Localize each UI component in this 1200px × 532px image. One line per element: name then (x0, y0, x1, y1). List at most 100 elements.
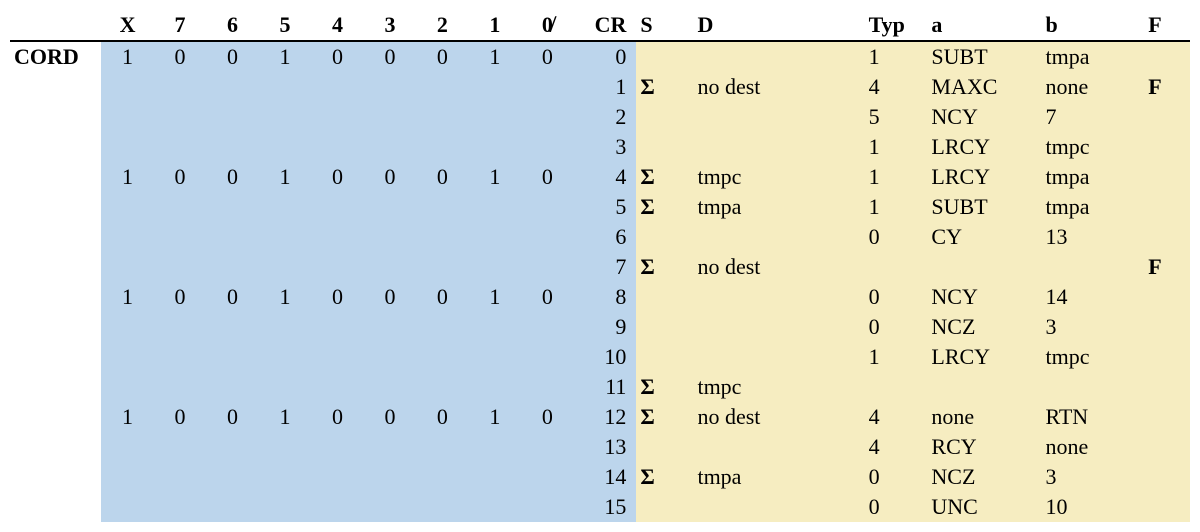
cell-b4: 0 (311, 402, 363, 432)
cell-b: tmpc (1042, 132, 1145, 162)
cell-b6 (206, 252, 258, 282)
cell-a: NCY (927, 282, 1041, 312)
cell-F (1144, 41, 1190, 72)
cell-CR: 11 (574, 372, 637, 402)
row-label (10, 102, 101, 132)
cell-b: none (1042, 72, 1145, 102)
row-label (10, 162, 101, 192)
cell-CR: 9 (574, 312, 637, 342)
cell-b2 (416, 312, 468, 342)
col-Typ: Typ (865, 10, 928, 41)
col-5: 5 (259, 10, 311, 41)
cell-b4 (311, 102, 363, 132)
cell-S (636, 342, 693, 372)
cell-b2: 0 (416, 282, 468, 312)
cell-b1 (469, 132, 521, 162)
row-label: CORD (10, 41, 101, 72)
cell-b6: 0 (206, 162, 258, 192)
cell-b0: 0 (521, 162, 573, 192)
cell-X (101, 72, 153, 102)
cell-S: Σ (636, 192, 693, 222)
cell-b3 (364, 492, 416, 522)
cell-Typ: 0 (865, 282, 928, 312)
cell-X: 1 (101, 282, 153, 312)
cell-b3 (364, 312, 416, 342)
cell-b7 (154, 72, 206, 102)
table-row: 10010001012Σno dest4noneRTN (10, 402, 1190, 432)
cell-S (636, 432, 693, 462)
cell-S (636, 132, 693, 162)
cell-b1 (469, 222, 521, 252)
cell-F (1144, 402, 1190, 432)
cell-b0 (521, 192, 573, 222)
cell-CR: 5 (574, 192, 637, 222)
cell-b5 (259, 252, 311, 282)
cell-b1 (469, 462, 521, 492)
cell-S: Σ (636, 372, 693, 402)
cell-S: Σ (636, 72, 693, 102)
table-body: CORD10010001001SUBTtmpa1Σno dest4MAXCnon… (10, 41, 1190, 522)
header-row: X 7 6 5 4 3 2 1 0̸ CR S D Typ a b F (10, 10, 1190, 41)
cell-F (1144, 492, 1190, 522)
cell-CR: 6 (574, 222, 637, 252)
cell-b: none (1042, 432, 1145, 462)
cell-b0 (521, 132, 573, 162)
col-a: a (927, 10, 1041, 41)
cell-CR: 2 (574, 102, 637, 132)
cell-b7: 0 (154, 402, 206, 432)
cell-b: 3 (1042, 462, 1145, 492)
col-F: F (1144, 10, 1190, 41)
cell-b5: 1 (259, 162, 311, 192)
cell-b0 (521, 72, 573, 102)
cell-Typ: 1 (865, 342, 928, 372)
cell-S (636, 312, 693, 342)
cell-b2 (416, 192, 468, 222)
cell-Typ: 1 (865, 162, 928, 192)
cell-b2 (416, 432, 468, 462)
cell-b5: 1 (259, 402, 311, 432)
cell-b6 (206, 72, 258, 102)
table-row: 5Σtmpa1SUBTtmpa (10, 192, 1190, 222)
table-row: 10010001080NCY14 (10, 282, 1190, 312)
cell-b0 (521, 492, 573, 522)
cell-Typ: 4 (865, 402, 928, 432)
table-row: 1Σno dest4MAXCnoneF (10, 72, 1190, 102)
cell-b4: 0 (311, 162, 363, 192)
row-label (10, 312, 101, 342)
row-label (10, 72, 101, 102)
cell-X (101, 222, 153, 252)
table-row: 90NCZ3 (10, 312, 1190, 342)
row-label (10, 432, 101, 462)
cell-b1 (469, 492, 521, 522)
cell-b5: 1 (259, 282, 311, 312)
cell-b4 (311, 132, 363, 162)
cell-Typ: 1 (865, 132, 928, 162)
cell-b0 (521, 222, 573, 252)
cell-b: 13 (1042, 222, 1145, 252)
cell-X (101, 192, 153, 222)
cell-F (1144, 132, 1190, 162)
cell-CR: 7 (574, 252, 637, 282)
cell-b2: 0 (416, 41, 468, 72)
col-4: 4 (311, 10, 363, 41)
cell-a: CY (927, 222, 1041, 252)
cell-b1: 1 (469, 41, 521, 72)
cell-b4 (311, 462, 363, 492)
cell-b3 (364, 432, 416, 462)
cell-b6 (206, 192, 258, 222)
cell-b7 (154, 342, 206, 372)
cell-b3 (364, 192, 416, 222)
cell-b5 (259, 432, 311, 462)
row-label (10, 192, 101, 222)
cell-a: UNC (927, 492, 1041, 522)
cell-b6: 0 (206, 402, 258, 432)
cell-a: SUBT (927, 192, 1041, 222)
cell-b5 (259, 372, 311, 402)
cell-b4: 0 (311, 41, 363, 72)
cell-D: tmpc (693, 162, 864, 192)
cell-D (693, 222, 864, 252)
cell-b7: 0 (154, 282, 206, 312)
col-2: 2 (416, 10, 468, 41)
cell-CR: 8 (574, 282, 637, 312)
cell-S: Σ (636, 162, 693, 192)
